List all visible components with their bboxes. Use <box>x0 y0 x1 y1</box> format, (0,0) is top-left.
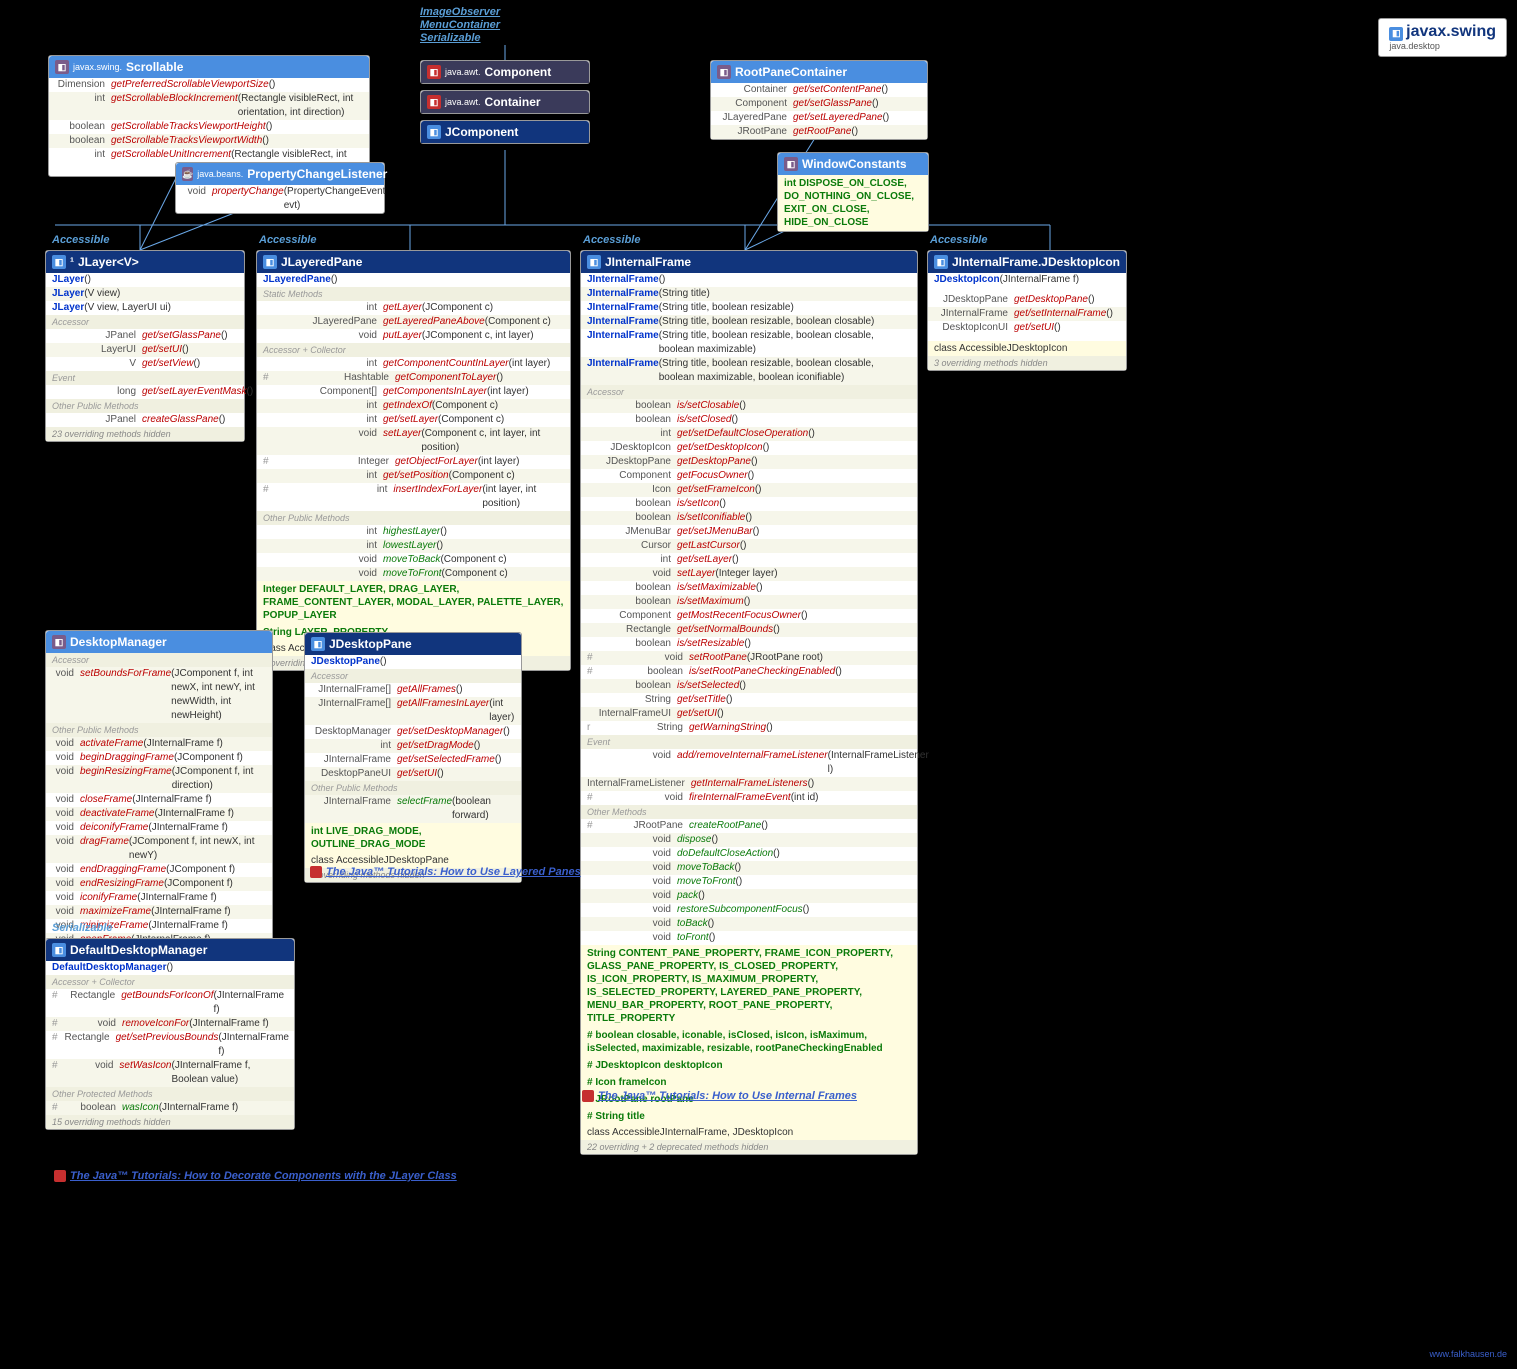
desktopmanager-box: ◧DesktopManager AccessorvoidsetBoundsFor… <box>45 630 273 990</box>
component-box: ◧java.awt.Component <box>420 60 590 84</box>
serializable-label: Serializable <box>52 922 113 934</box>
pcl-box: ☕java.beans.PropertyChangeListener voidp… <box>175 162 385 214</box>
jdesktopicon-box: ◧JInternalFrame.JDesktopIcon JDesktopIco… <box>927 250 1127 371</box>
attribution: www.falkhausen.de <box>1429 1349 1507 1359</box>
interface-icon: ◧ <box>784 157 798 171</box>
package-label: ◧ javax.swing java.desktop <box>1378 18 1507 57</box>
tutorial-link[interactable]: The Java™ Tutorials: How to Use Internal… <box>582 1090 857 1102</box>
container-box: ◧java.awt.Container <box>420 90 590 114</box>
tutorial-link[interactable]: The Java™ Tutorials: How to Use Layered … <box>310 866 581 878</box>
class-icon: ◧ <box>311 637 325 651</box>
class-icon: ◧ <box>934 255 948 269</box>
accessible-label: Accessible <box>583 234 640 246</box>
class-icon: ◧ <box>52 943 66 957</box>
windowconstants-box: ◧WindowConstants int DISPOSE_ON_CLOSE, D… <box>777 152 929 232</box>
accessible-label: Accessible <box>930 234 987 246</box>
jlayeredpane-box: ◧JLayeredPane JLayeredPane ()Static Meth… <box>256 250 571 671</box>
interface-icon: ◧ <box>52 635 66 649</box>
class-icon: ◧ <box>427 125 441 139</box>
package-icon: ◧ <box>1389 27 1403 41</box>
accessible-label: Accessible <box>259 234 316 246</box>
top-interfaces: ImageObserver MenuContainer Serializable <box>420 6 500 45</box>
interface-icon: ◧ <box>717 65 731 79</box>
accessible-label: Accessible <box>52 234 109 246</box>
jcomponent-box: ◧JComponent <box>420 120 590 144</box>
scrollable-box: ◧javax.swing.Scrollable DimensiongetPref… <box>48 55 370 177</box>
class-icon: ◧ <box>427 95 441 109</box>
jlayer-box: ◧¹JLayer<V> JLayer ()JLayer (V view)JLay… <box>45 250 245 442</box>
class-icon: ◧ <box>587 255 601 269</box>
interface-icon: ☕ <box>182 167 193 181</box>
rootpanecontainer-box: ◧RootPaneContainer Containerget/setConte… <box>710 60 928 140</box>
jdesktoppane-box: ◧JDesktopPane JDesktopPane ()AccessorJIn… <box>304 632 522 883</box>
tutorial-link[interactable]: The Java™ Tutorials: How to Decorate Com… <box>54 1170 457 1182</box>
ddm-box: ◧DefaultDesktopManager DefaultDesktopMan… <box>45 938 295 1130</box>
class-icon: ◧ <box>263 255 277 269</box>
jinternalframe-box: ◧JInternalFrame JInternalFrame ()JIntern… <box>580 250 918 1155</box>
interface-icon: ◧ <box>55 60 69 74</box>
class-icon: ◧ <box>52 255 66 269</box>
class-icon: ◧ <box>427 65 441 79</box>
